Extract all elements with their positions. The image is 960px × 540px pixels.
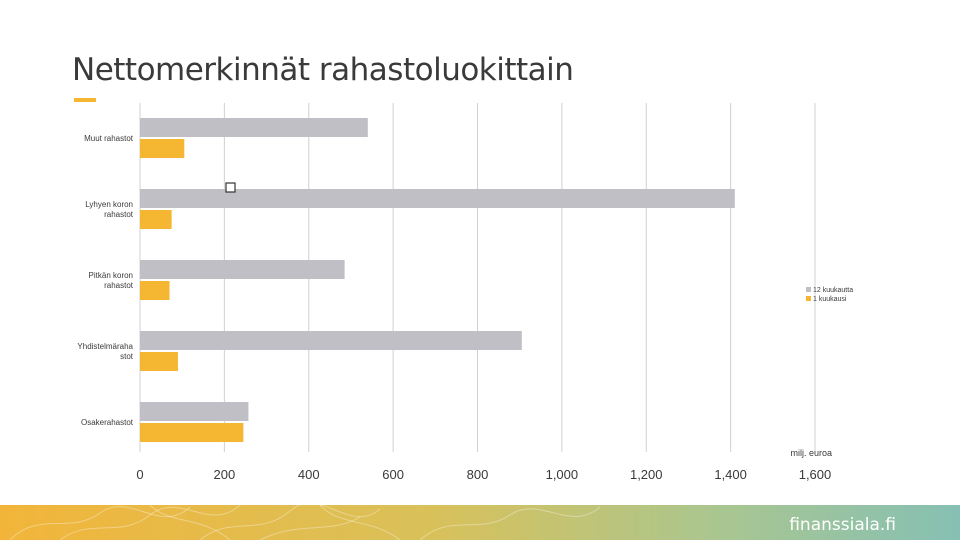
brand-logo-text: finanssiala.fi	[789, 515, 896, 535]
category-label: Muut rahastot	[84, 134, 134, 143]
legend-label: 12 kuukautta	[813, 287, 853, 294]
legend-label: 1 kuukausi	[813, 296, 847, 303]
category-label: rahastot	[104, 210, 134, 219]
bar	[140, 352, 178, 371]
x-tick-label: 800	[467, 467, 489, 482]
x-tick-label: 1,000	[546, 467, 579, 482]
category-label: Lyhyen koron	[85, 200, 133, 209]
decorative-footer-band	[0, 505, 960, 540]
category-label: Osakerahastot	[81, 418, 134, 427]
category-label: Yhdistelmäraha	[77, 342, 133, 351]
bar	[140, 331, 522, 350]
bar	[140, 210, 172, 229]
x-tick-label: 1,400	[714, 467, 747, 482]
category-label: Pitkän koron	[89, 271, 133, 280]
bar	[140, 423, 244, 442]
bar	[140, 281, 170, 300]
bar	[140, 402, 249, 421]
x-tick-label: 400	[298, 467, 320, 482]
legend-swatch	[806, 296, 811, 301]
x-tick-label: 600	[382, 467, 404, 482]
x-tick-label: 1,600	[799, 467, 832, 482]
bar-chart: 0 200 400 600 800 1,000 1,200 1,400 1,600 milj. e…	[77, 103, 853, 482]
x-axis-label: milj. euroa	[790, 448, 832, 458]
x-tick-label: 0	[136, 467, 143, 482]
category-label: stot	[120, 352, 134, 361]
title-accent-bar	[74, 98, 96, 102]
x-tick-label: 1,200	[630, 467, 663, 482]
page-title: Nettomerkinnät rahastoluokittain	[72, 52, 574, 88]
chart-marker-box	[225, 182, 236, 193]
bar	[140, 118, 368, 137]
bar	[140, 139, 185, 158]
category-label: rahastot	[104, 281, 134, 290]
x-tick-label: 200	[214, 467, 236, 482]
bar	[140, 260, 345, 279]
bar	[140, 189, 735, 208]
legend-swatch	[806, 287, 811, 292]
